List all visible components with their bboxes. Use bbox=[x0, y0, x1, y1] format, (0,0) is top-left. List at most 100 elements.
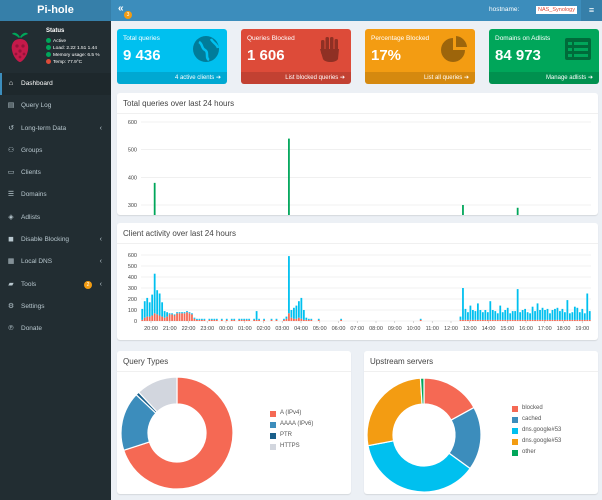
x-tick-label: 03:00 bbox=[275, 326, 289, 332]
chart-bar bbox=[504, 310, 507, 320]
y-tick-label: 300 bbox=[128, 203, 137, 209]
sidebar-item-donate[interactable]: ℗ Donate bbox=[0, 318, 111, 340]
chart-bar bbox=[243, 319, 246, 321]
legend-item[interactable]: blocked bbox=[512, 403, 561, 414]
legend-item[interactable]: other bbox=[512, 447, 561, 458]
chart-bar bbox=[484, 310, 487, 320]
chart-bar bbox=[459, 316, 462, 320]
chart-bar bbox=[549, 319, 551, 321]
legend-item[interactable]: cached bbox=[512, 414, 561, 425]
chart-bar bbox=[514, 311, 517, 320]
chart-bar bbox=[310, 319, 313, 321]
sidebar-item-long-term-data[interactable]: ↺ Long-term Data ‹ bbox=[0, 118, 111, 140]
chart-bar bbox=[568, 319, 571, 321]
y-tick-label: 500 bbox=[128, 264, 137, 270]
donut-slice bbox=[366, 377, 423, 447]
chart-bar bbox=[534, 319, 536, 321]
legend-swatch bbox=[512, 417, 518, 423]
load-dot-icon bbox=[46, 45, 51, 50]
chart-bar bbox=[578, 312, 581, 320]
legend-label: dns.google#53 bbox=[522, 438, 562, 444]
chart-bar bbox=[519, 319, 522, 321]
chart-bar bbox=[554, 319, 556, 321]
chart-bar bbox=[556, 307, 559, 320]
sidebar-item-adlists[interactable]: ◈ Adlists bbox=[0, 207, 111, 229]
chart-bar bbox=[568, 313, 571, 320]
y-tick-label: 600 bbox=[128, 120, 137, 126]
legend-item[interactable]: A (IPv4) bbox=[270, 408, 313, 419]
all-queries-link[interactable]: List all queries ➔ bbox=[365, 72, 475, 84]
chart-bar bbox=[494, 319, 497, 321]
chart-bar bbox=[340, 319, 343, 321]
sidebar-item-domains[interactable]: ☰ Domains bbox=[0, 184, 111, 206]
chart-bar bbox=[506, 319, 509, 321]
sidebar-item-settings[interactable]: ⚙ Settings bbox=[0, 296, 111, 318]
sidebar-item-query-log[interactable]: ▤ Query Log bbox=[0, 95, 111, 117]
sidebar-item-groups[interactable]: ⚇ Groups bbox=[0, 140, 111, 162]
chart-bar bbox=[158, 315, 161, 321]
legend-swatch bbox=[512, 428, 518, 434]
legend-item[interactable]: PTR bbox=[270, 430, 313, 441]
chart-bar bbox=[305, 319, 308, 321]
chart-bar bbox=[255, 319, 258, 321]
y-tick-label: 600 bbox=[128, 253, 137, 259]
sidebar-toggle-button[interactable]: « bbox=[118, 3, 124, 14]
chart-bar bbox=[258, 318, 260, 320]
chart-bar bbox=[148, 316, 151, 321]
sidebar-item-tools[interactable]: ▰ Tools 2 ‹ bbox=[0, 274, 111, 296]
sidebar-item-disable-blocking[interactable]: ◼ Disable Blocking ‹ bbox=[0, 229, 111, 251]
legend-swatch bbox=[512, 406, 518, 412]
sidebar-item-label: Tools bbox=[21, 280, 37, 288]
legend-item[interactable]: HTTPS bbox=[270, 441, 313, 452]
chart-bar bbox=[176, 313, 178, 321]
chart-bar bbox=[551, 310, 554, 320]
chart-bar bbox=[300, 297, 303, 319]
chart-bar bbox=[295, 318, 298, 321]
y-tick-label: 400 bbox=[128, 275, 137, 281]
memory-dot-icon bbox=[46, 52, 51, 57]
chart-bar bbox=[486, 312, 489, 320]
sidebar-item-clients[interactable]: ▭ Clients bbox=[0, 162, 111, 184]
chart-bar bbox=[486, 319, 489, 321]
notification-badge[interactable]: 3 bbox=[124, 11, 132, 19]
active-clients-link[interactable]: 4 active clients ➔ bbox=[117, 72, 227, 84]
legend-item[interactable]: dns.google#53 bbox=[512, 425, 561, 436]
chart-bar bbox=[243, 318, 246, 320]
chart-bar bbox=[153, 313, 156, 321]
chart-bar bbox=[275, 319, 278, 321]
chart-bar bbox=[220, 318, 223, 320]
x-tick-label: 23:00 bbox=[200, 326, 214, 332]
chart-bar bbox=[213, 318, 216, 320]
sidebar-item-dashboard[interactable]: ⌂ Dashboard bbox=[0, 73, 111, 96]
sidebar-item-label: Domains bbox=[21, 191, 47, 199]
x-tick-label: 01:00 bbox=[238, 326, 252, 332]
blocked-queries-link[interactable]: List blocked queries ➔ bbox=[241, 72, 351, 84]
top-navbar: Pi-hole « 3 hostname: NAS_Synology ≡ bbox=[0, 0, 602, 21]
legend-item[interactable]: AAAA (IPv6) bbox=[270, 419, 313, 430]
status-load: Load: 2.22 1.51 1.44 bbox=[46, 45, 97, 52]
chart-bar bbox=[524, 319, 527, 321]
raspberry-logo bbox=[11, 32, 29, 62]
app-logo[interactable]: Pi-hole bbox=[0, 0, 111, 21]
query-types-donut bbox=[120, 376, 234, 490]
donut-slice bbox=[122, 376, 234, 490]
chart-bar bbox=[283, 318, 285, 320]
sidebar: Status Active Load: 2.22 1.51 1.44 Memor… bbox=[0, 21, 111, 500]
chart-bar bbox=[203, 318, 206, 320]
chart-bar bbox=[275, 318, 278, 320]
chart-bar bbox=[166, 312, 168, 317]
donut-slice bbox=[419, 377, 425, 405]
chart-bar bbox=[201, 319, 203, 321]
manage-adlists-link[interactable]: Manage adlists ➔ bbox=[489, 72, 599, 84]
chart-bar bbox=[472, 310, 474, 320]
chart-bar bbox=[201, 318, 203, 320]
x-tick-label: 21:00 bbox=[163, 326, 177, 332]
chart-bar bbox=[469, 319, 472, 321]
paypal-icon: ℗ bbox=[8, 325, 14, 333]
sidebar-item-local-dns[interactable]: ▦ Local DNS ‹ bbox=[0, 251, 111, 273]
menu-button[interactable]: ≡ bbox=[581, 0, 602, 21]
chart-bar bbox=[156, 314, 159, 321]
legend-item[interactable]: dns.google#53 bbox=[512, 436, 561, 447]
chart-bar bbox=[578, 319, 581, 321]
donut-slice bbox=[367, 440, 471, 493]
